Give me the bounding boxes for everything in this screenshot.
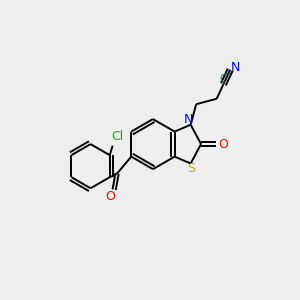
Text: N: N [231,61,240,74]
Text: C: C [220,74,227,84]
Text: O: O [106,190,116,203]
Text: N: N [184,113,193,126]
Text: Cl: Cl [111,130,123,143]
Text: O: O [218,138,228,151]
Text: S: S [187,162,195,175]
